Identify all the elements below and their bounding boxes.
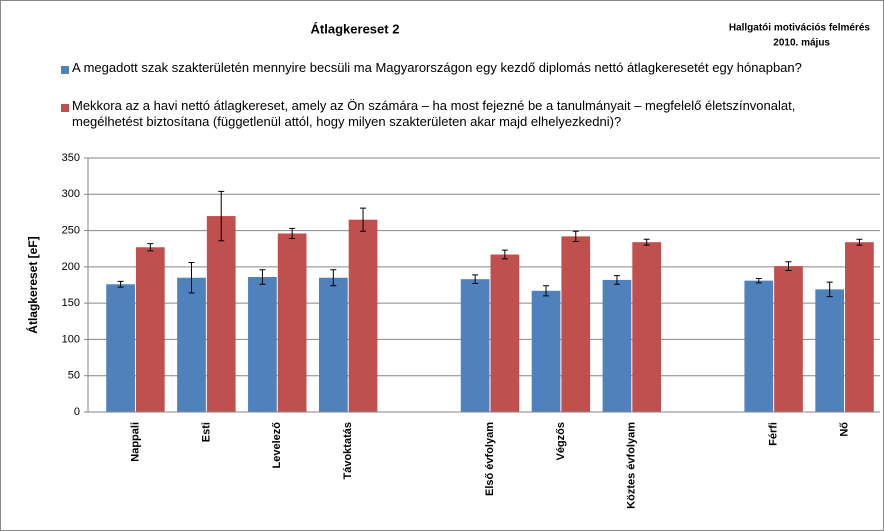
x-tick-label: Esti bbox=[200, 422, 212, 442]
error-bar bbox=[501, 249, 508, 260]
y-tick-label: 100 bbox=[62, 333, 80, 345]
error-bar bbox=[289, 227, 296, 240]
x-tick-label: Végzős bbox=[555, 422, 567, 461]
bar bbox=[318, 277, 348, 412]
y-axis-label: Átlagkereset [eF] bbox=[25, 236, 40, 333]
bar bbox=[248, 277, 277, 412]
x-tick-label: Nő bbox=[838, 422, 850, 437]
bar bbox=[744, 280, 774, 412]
y-tick-label: 200 bbox=[62, 261, 80, 273]
bar bbox=[602, 279, 632, 412]
y-tick-label: 50 bbox=[68, 370, 80, 382]
error-bar bbox=[188, 262, 195, 294]
y-tick-label: 150 bbox=[62, 297, 80, 309]
error-bar bbox=[147, 243, 154, 252]
y-tick-label: 0 bbox=[74, 406, 80, 418]
x-tick-label: Távoktatás bbox=[342, 422, 354, 479]
error-bar bbox=[117, 280, 124, 288]
error-bar bbox=[360, 207, 367, 232]
bar bbox=[277, 233, 307, 412]
error-bar bbox=[330, 269, 337, 287]
error-bar bbox=[218, 190, 225, 242]
error-bar bbox=[613, 275, 620, 285]
bar bbox=[561, 236, 591, 412]
bar bbox=[460, 279, 490, 412]
x-tick-label: Férfi bbox=[768, 422, 780, 446]
subtitle: Hallgatói motivációs felmérés bbox=[729, 23, 871, 34]
bar bbox=[774, 266, 803, 412]
chart-title: Átlagkereset 2 bbox=[311, 21, 400, 36]
legend-swatch bbox=[61, 66, 69, 74]
bar bbox=[815, 289, 845, 412]
bar bbox=[106, 284, 135, 412]
error-bar bbox=[572, 230, 579, 242]
legend-label: Mekkora az a havi nettó átlagkereset, am… bbox=[72, 98, 796, 129]
error-bar bbox=[259, 269, 266, 285]
error-bar bbox=[785, 261, 792, 271]
bar bbox=[206, 216, 236, 412]
bar bbox=[135, 247, 165, 412]
y-tick-label: 300 bbox=[62, 188, 80, 200]
bar bbox=[348, 219, 378, 412]
error-bar bbox=[856, 238, 863, 246]
error-bar bbox=[472, 274, 479, 285]
bar bbox=[177, 277, 206, 412]
x-tick-label: Nappali bbox=[129, 422, 141, 462]
x-tick-label: Első évfolyam bbox=[484, 422, 496, 496]
x-tick-label: Köztes évfolyam bbox=[626, 422, 638, 509]
error-bar bbox=[755, 277, 762, 284]
x-tick-label: Levelező bbox=[271, 422, 283, 469]
error-bar bbox=[826, 281, 833, 298]
bar bbox=[490, 254, 520, 412]
bar bbox=[531, 290, 561, 412]
legend-swatch bbox=[61, 104, 69, 112]
error-bar bbox=[643, 238, 650, 246]
y-tick-label: 350 bbox=[62, 152, 80, 164]
y-tick-label: 250 bbox=[62, 224, 80, 236]
bar bbox=[845, 242, 874, 412]
error-bar bbox=[543, 285, 550, 297]
bar bbox=[632, 242, 662, 412]
legend-label: A megadott szak szakterületén mennyire b… bbox=[72, 60, 802, 75]
subtitle: 2010. május bbox=[773, 38, 830, 49]
